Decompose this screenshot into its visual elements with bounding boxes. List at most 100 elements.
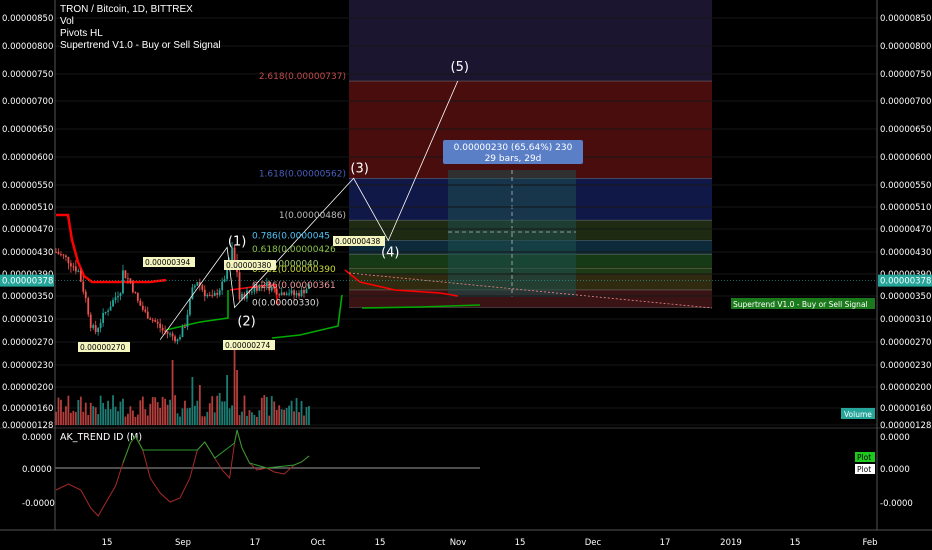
volume-bar-85 [265, 396, 268, 425]
price-tick-right-8: 0.00000470 [880, 225, 931, 235]
candle-body-31 [131, 282, 134, 293]
volume-bar-55 [191, 377, 194, 425]
volume-bar-63 [211, 396, 214, 425]
volume-bar-45 [166, 404, 169, 425]
indicator-pivots[interactable]: Pivots HL [60, 28, 103, 39]
candle-body-85 [265, 282, 268, 287]
candle-body-7 [72, 266, 75, 268]
candle-body-101 [305, 288, 308, 294]
volume-bar-75 [241, 411, 243, 425]
candle-body-37 [146, 311, 149, 319]
candle-body-53 [186, 314, 189, 327]
candle-body-24 [114, 297, 117, 301]
candle-body-56 [193, 285, 196, 288]
price-tick-right-1: 0.00000800 [880, 42, 931, 52]
pivot-label-1: 0.00000394 [145, 258, 191, 267]
volume-bar-79 [251, 412, 253, 425]
volume-bar-1 [57, 397, 60, 425]
volume-bar-98 [298, 412, 300, 425]
candles [55, 241, 310, 345]
candle-body-80 [253, 287, 256, 292]
candle-body-62 [208, 294, 211, 296]
candle-body-93 [285, 293, 288, 295]
osc-tick-left-2: -0.0000 [22, 499, 55, 509]
candle-body-81 [255, 287, 258, 291]
price-tick-right-9: 0.00000430 [880, 248, 931, 258]
volume-bar-13 [87, 415, 90, 425]
volume-bar-12 [84, 402, 87, 425]
candle-body-3 [62, 254, 65, 256]
volume-bar-93 [285, 407, 288, 425]
volume-bar-35 [141, 396, 144, 425]
fib-label-3: 0.786(0.0000045 [252, 232, 330, 242]
volume-bar-52 [184, 400, 186, 425]
price-tick-right-15: 0.00000200 [880, 383, 931, 393]
volume-bar-17 [97, 414, 100, 425]
candle-body-14 [89, 314, 92, 328]
candle-body-96 [293, 290, 295, 296]
volume-bar-26 [119, 401, 122, 425]
volume-bar-56 [193, 405, 196, 425]
fib-label-2: 1(0.00000486) [279, 211, 346, 221]
symbol-title[interactable]: TRON / Bitcoin, 1D, BITTREX [60, 4, 193, 15]
price-tick-left-0: 0.00000850 [2, 14, 53, 24]
price-tick-left-4: 0.00000650 [2, 125, 53, 135]
candle-body-99 [300, 289, 303, 297]
volume-bar-102 [308, 406, 310, 425]
volume-bar-38 [149, 403, 152, 425]
osc-title: AK_TREND ID (M) [60, 432, 142, 443]
candle-body-42 [159, 323, 162, 328]
volume-bar-32 [134, 416, 137, 425]
volume-bar-61 [206, 411, 209, 425]
price-tick-left-16: 0.00000160 [2, 404, 53, 414]
candle-body-97 [295, 293, 298, 296]
time-tick-0: 15 [102, 538, 113, 548]
volume-bar-27 [122, 398, 124, 425]
time-tick-3: Oct [311, 538, 326, 548]
volume-bar-37 [146, 415, 149, 425]
candle-body-51 [181, 326, 184, 338]
pivot-label-0: 0.00000270 [80, 343, 126, 352]
volume-badge-bg [841, 408, 875, 419]
candle-body-18 [99, 322, 102, 329]
candle-body-64 [213, 292, 216, 296]
candle-body-23 [112, 300, 114, 307]
volume-bar-0 [55, 411, 57, 425]
osc-tick-left-1: 0.0000 [22, 465, 52, 475]
volume-bar-16 [94, 407, 97, 425]
volume-bar-94 [288, 405, 291, 425]
candle-body-33 [136, 292, 139, 301]
candle-body-49 [176, 339, 179, 342]
time-tick-9: 2019 [720, 538, 742, 548]
candle-body-83 [260, 284, 263, 286]
fib-label-5: 0.5(0.0000040 [252, 260, 319, 270]
price-tick-right-4: 0.00000650 [880, 125, 931, 135]
volume-bar-80 [253, 414, 256, 425]
fib-label-7: 0.236(0.00000361 [252, 281, 336, 291]
oscillator-pane: AK_TREND ID (M) [0, 427, 932, 517]
volume-bar-88 [273, 401, 276, 425]
volume-bar-84 [263, 395, 266, 425]
volume-bar-73 [236, 370, 238, 425]
candle-body-22 [109, 306, 112, 311]
price-tick-right-14: 0.00000230 [880, 361, 931, 371]
volume-bar-10 [79, 396, 82, 425]
volume-bar-42 [159, 407, 162, 425]
osc-tick-right-0: 0.0000 [880, 433, 910, 443]
candle-body-88 [273, 286, 276, 289]
price-tick-right-16: 0.00000160 [880, 404, 931, 414]
price-tick-right-3: 0.00000700 [880, 97, 931, 107]
volume-bar-28 [124, 416, 127, 425]
indicator-vol[interactable]: Vol [60, 16, 74, 27]
volume-bar-69 [226, 375, 229, 425]
indicator-supertrend[interactable]: Supertrend V1.0 - Buy or Sell Signal [60, 40, 221, 51]
time-tick-10: 15 [790, 538, 801, 548]
current-price-right-bg [878, 274, 932, 287]
candle-body-38 [149, 318, 152, 320]
price-tick-right-7: 0.00000510 [880, 203, 931, 213]
price-tick-left-12: 0.00000310 [2, 315, 53, 325]
supertrend-green-3 [361, 304, 481, 309]
